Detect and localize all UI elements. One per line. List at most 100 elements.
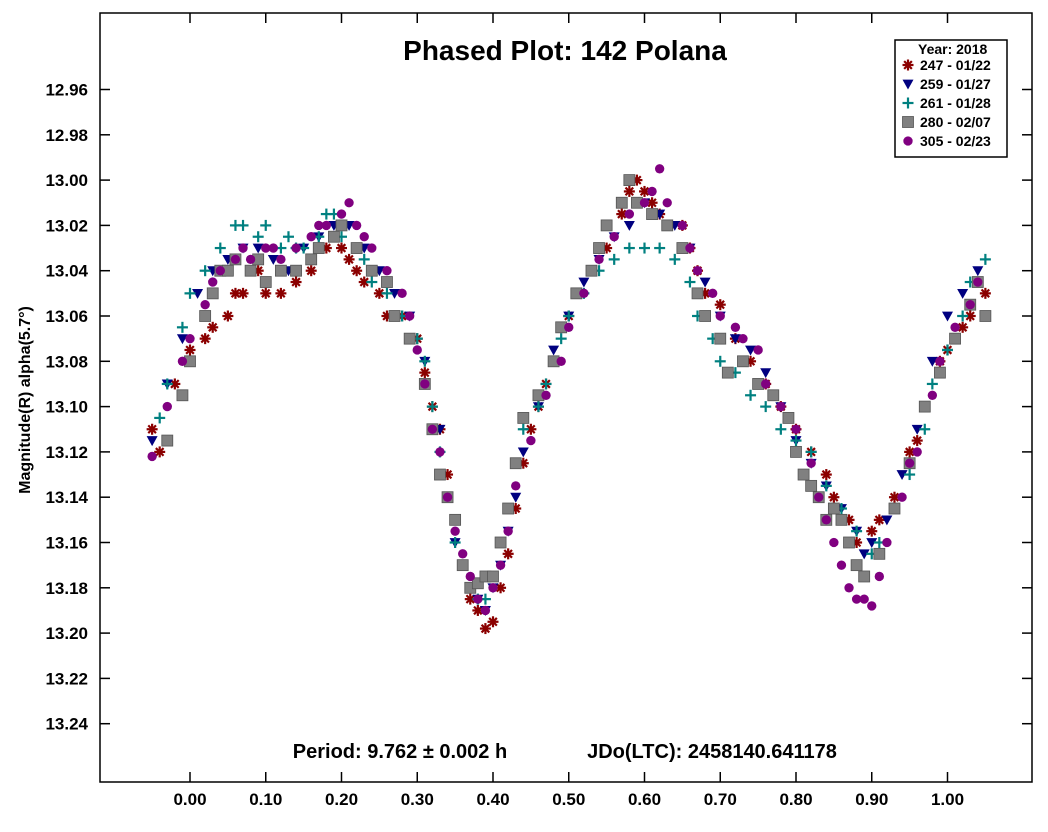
legend-box [894, 39, 1008, 158]
point-plus [252, 231, 264, 243]
point-square [691, 287, 704, 300]
y-tick-label: 13.12 [45, 443, 88, 462]
point-triangle [902, 79, 914, 90]
point-plus [358, 253, 370, 265]
point-circle [677, 220, 688, 231]
point-circle [579, 288, 589, 299]
point-asterisk [146, 423, 158, 435]
point-triangle [389, 288, 401, 299]
point-triangle [745, 345, 757, 356]
point-square [858, 570, 871, 583]
point-circle [336, 209, 347, 219]
y-tick-label: 13.20 [45, 624, 88, 643]
point-plus [540, 378, 552, 390]
point-square [850, 559, 863, 572]
point-square [494, 536, 507, 549]
point-square [699, 310, 711, 322]
point-asterisk [828, 491, 840, 503]
point-square [517, 412, 530, 424]
point-plus [199, 265, 211, 277]
point-plus [851, 525, 863, 537]
point-square [782, 412, 795, 424]
point-square [615, 196, 628, 209]
y-tick-label: 12.96 [45, 81, 88, 100]
point-plus [942, 344, 953, 356]
point-plus [184, 287, 196, 299]
point-circle [897, 492, 907, 502]
plot-frame [99, 12, 1033, 783]
point-square [805, 479, 818, 492]
point-asterisk [502, 548, 514, 560]
point-asterisk [957, 321, 969, 333]
x-tick-label: 0.30 [401, 790, 434, 809]
x-tick-label: 0.40 [476, 790, 509, 809]
point-circle [776, 401, 786, 412]
point-circle [844, 583, 854, 593]
y-tick-label: 13.02 [45, 216, 88, 235]
point-triangle [699, 277, 711, 288]
point-square [502, 502, 515, 515]
point-circle [458, 549, 468, 559]
point-asterisk [351, 265, 363, 277]
point-circle [647, 186, 657, 197]
point-plus [790, 435, 802, 447]
period-annotation: Period: 9.762 ± 0.002 h [293, 741, 507, 763]
point-triangle [548, 345, 560, 356]
point-asterisk [222, 310, 234, 322]
point-circle [821, 515, 831, 525]
point-square [509, 457, 522, 470]
legend-entry: 247 - 01/22 [920, 57, 991, 73]
point-square [902, 116, 914, 128]
point-circle [215, 266, 225, 276]
point-square [827, 502, 840, 515]
point-circle [465, 571, 475, 582]
point-asterisk [169, 378, 181, 390]
point-plus [563, 310, 575, 322]
point-circle [420, 379, 430, 389]
point-circle [321, 220, 332, 231]
point-circle [662, 198, 672, 208]
point-triangle [267, 254, 279, 265]
point-circle [904, 458, 915, 468]
point-square [714, 332, 727, 345]
y-tick-label: 13.08 [45, 352, 88, 371]
point-triangle [896, 470, 908, 481]
point-plus [805, 446, 817, 458]
point-square [767, 389, 780, 402]
point-circle [291, 243, 301, 253]
point-square [290, 264, 302, 277]
point-circle [442, 492, 453, 502]
point-plus [237, 219, 249, 231]
point-square [934, 366, 946, 379]
point-circle [495, 560, 506, 570]
point-circle [692, 266, 703, 276]
point-square [176, 389, 189, 402]
point-circle [177, 356, 188, 366]
point-asterisk [343, 253, 355, 265]
point-circle [715, 311, 725, 321]
point-square [623, 174, 636, 187]
x-tick-label: 0.50 [552, 790, 585, 809]
point-circle [185, 333, 195, 344]
point-circle [480, 605, 491, 616]
legend: Year: 2018 247 - 01/22 259 - 01/27 261 - 0… [894, 39, 1008, 158]
point-square [737, 355, 749, 368]
point-circle [903, 136, 913, 146]
point-square [244, 264, 257, 277]
point-square [365, 264, 378, 277]
point-square [259, 276, 272, 288]
legend-entry: 280 - 02/07 [920, 114, 991, 130]
point-asterisk [184, 344, 196, 356]
point-circle [882, 537, 892, 548]
series-points [161, 174, 992, 594]
point-circle [609, 232, 619, 242]
point-asterisk [207, 321, 219, 333]
point-triangle [252, 243, 264, 254]
point-triangle [517, 447, 529, 458]
point-circle [791, 424, 801, 434]
point-asterisk [464, 593, 476, 605]
point-square [471, 577, 484, 590]
point-circle [564, 322, 574, 333]
point-square [949, 332, 961, 345]
point-circle [965, 300, 975, 310]
